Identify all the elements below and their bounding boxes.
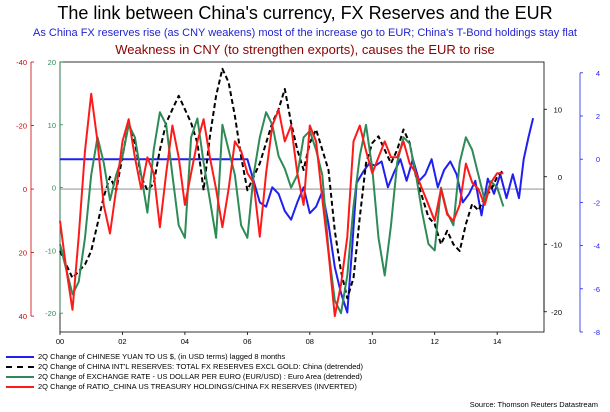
legend-entry: 2Q Change of EXCHANGE RATE - US DOLLAR P… — [6, 372, 606, 382]
source-note: Source: Thomson Reuters Datastream — [469, 400, 598, 409]
series-line-blue — [60, 117, 535, 314]
y-tick-label-red_left: 40 — [19, 312, 27, 321]
y-tick-label-green_left: 20 — [48, 58, 56, 67]
x-tick-label: 04 — [181, 337, 189, 346]
y-tick-label-blue_right: -2 — [593, 198, 600, 207]
series-line-green — [59, 111, 505, 315]
chart-legend: 2Q Change of CHINESE YUAN TO US $, (in U… — [6, 352, 606, 392]
y-tick-label-green_left: -20 — [45, 309, 56, 318]
y-tick-label-black_right: -10 — [551, 240, 562, 249]
x-tick-label: 06 — [243, 337, 251, 346]
chart-subtitle-blue: As China FX reserves rise (as CNY weaken… — [33, 27, 577, 39]
y-tick-label-blue_right: 4 — [596, 69, 600, 78]
chart-subtitle-red: Weakness in CNY (to strengthen exports),… — [115, 42, 495, 57]
y-tick-label-green_left: 10 — [48, 121, 56, 130]
y-tick-label-black_right: 10 — [554, 105, 562, 114]
y-tick-label-green_left: -10 — [45, 246, 56, 255]
y-tick-label-blue_right: -8 — [593, 328, 600, 337]
x-tick-label: 00 — [56, 337, 64, 346]
y-tick-label-blue_right: 2 — [596, 112, 600, 121]
y-tick-label-black_right: 0 — [558, 173, 562, 182]
legend-swatch-black — [6, 366, 34, 368]
x-tick-label: 12 — [431, 337, 439, 346]
y-tick-label-green_left: 0 — [52, 184, 56, 193]
y-tick-label-blue_right: -4 — [593, 242, 600, 251]
series-layer — [59, 67, 535, 318]
legend-label: 2Q Change of EXCHANGE RATE - US DOLLAR P… — [38, 372, 363, 381]
y-tick-label-blue_right: -6 — [593, 285, 600, 294]
series-line-black — [59, 67, 505, 300]
legend-swatch-red — [6, 386, 34, 388]
legend-swatch-blue — [6, 356, 34, 358]
legend-entry: 2Q Change of CHINESE YUAN TO US $, (in U… — [6, 352, 606, 362]
legend-label: 2Q Change of RATIO_CHINA US TREASURY HOL… — [38, 382, 357, 391]
legend-entry: 2Q Change of CHINA INT'L RESERVES: TOTAL… — [6, 362, 606, 372]
series-line-red — [59, 92, 504, 318]
legend-label: 2Q Change of CHINA INT'L RESERVES: TOTAL… — [38, 362, 364, 371]
y-tick-label-red_left: -20 — [16, 122, 27, 131]
y-tick-label-black_right: -20 — [551, 308, 562, 317]
x-tick-label: 14 — [493, 337, 501, 346]
chart-title: The link between China's currency, FX Re… — [57, 3, 553, 23]
y-tick-label-red_left: 20 — [19, 249, 27, 258]
x-tick-label: 10 — [368, 337, 376, 346]
legend-swatch-green — [6, 376, 34, 378]
y-tick-label-red_left: -40 — [16, 58, 27, 67]
x-tick-label: 02 — [118, 337, 126, 346]
legend-entry: 2Q Change of RATIO_CHINA US TREASURY HOL… — [6, 382, 606, 392]
y-tick-label-blue_right: 0 — [596, 155, 600, 164]
x-tick-label: 08 — [306, 337, 314, 346]
legend-label: 2Q Change of CHINESE YUAN TO US $, (in U… — [38, 352, 286, 361]
y-tick-label-red_left: 0 — [23, 185, 27, 194]
